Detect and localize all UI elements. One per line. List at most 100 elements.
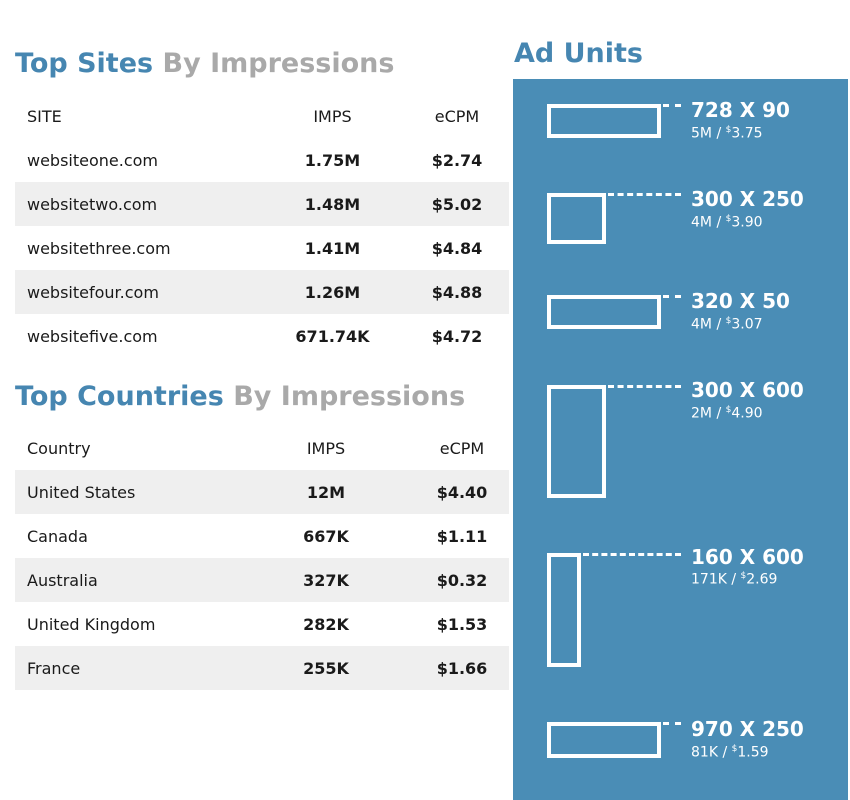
column-header-ecpm: eCPM (434, 106, 480, 126)
ad-unit-imps: 5M (691, 125, 712, 142)
ad-unit-imps: 2M (691, 405, 712, 422)
table-row: United Kingdom 282K $1.53 (15, 602, 509, 646)
site-name: websitetwo.com (15, 182, 260, 226)
column-header-ecpm: eCPM (439, 438, 485, 458)
ad-unit-leader-line (608, 385, 681, 388)
country-ecpm: $4.40 (415, 470, 509, 514)
top-sites-table: SITE IMPS eCPM websiteone.com 1.75M $2.7… (15, 94, 509, 358)
ad-units-panel: 728 X 90 5M / $3.75 300 X 250 4M / $3.90… (513, 79, 848, 800)
table-row: websitefive.com 671.74K $4.72 (15, 314, 509, 358)
ad-unit-300x250-shape (547, 193, 606, 244)
site-name: websitethree.com (27, 238, 171, 258)
country-imps: 255K (237, 646, 415, 690)
ad-unit-size: 160 X 600 (691, 545, 804, 569)
ad-unit-stats: 171K / $2.69 (691, 571, 778, 588)
country-imps: 282K (303, 614, 349, 634)
country-ecpm: $1.11 (436, 526, 488, 546)
ad-unit-stats: 4M / $3.90 (691, 214, 763, 231)
currency-symbol: $ (725, 125, 732, 135)
top-countries-title: Top Countries By Impressions (15, 381, 465, 413)
country-ecpm: $0.32 (415, 558, 509, 602)
ad-unit-ecpm: 2.69 (746, 571, 778, 588)
country-name: Canada (27, 526, 88, 546)
ad-unit-size: 728 X 90 (691, 98, 790, 122)
ad-unit-ecpm: 3.07 (731, 316, 763, 333)
table-row: United States 12M $4.40 (15, 470, 509, 514)
ad-unit-size: 320 X 50 (691, 289, 790, 313)
site-ecpm: $4.84 (431, 238, 483, 258)
ad-unit-imps: 171K (691, 571, 727, 588)
column-header-imps: IMPS (306, 438, 346, 458)
site-imps: 1.41M (304, 238, 361, 258)
ad-unit-ecpm: 3.75 (731, 125, 763, 142)
currency-symbol: $ (725, 316, 732, 326)
table-row: websitetwo.com 1.48M $5.02 (15, 182, 509, 226)
ad-unit-leader-line (608, 193, 681, 196)
ad-unit-imps: 4M (691, 214, 712, 231)
top-sites-title: Top Sites By Impressions (15, 48, 394, 80)
site-ecpm: $4.72 (431, 326, 483, 346)
ad-unit-320x50-shape (547, 295, 661, 329)
top-sites-title-sub: By Impressions (162, 48, 395, 79)
table-header-row: SITE IMPS eCPM (15, 94, 509, 138)
column-header-imps: IMPS (313, 106, 352, 126)
country-ecpm: $1.66 (415, 646, 509, 690)
ad-unit-imps: 4M (691, 316, 712, 333)
site-ecpm: $4.88 (405, 270, 509, 314)
country-imps: 667K (303, 526, 349, 546)
country-imps: 12M (237, 470, 415, 514)
currency-symbol: $ (725, 214, 732, 224)
ad-unit-imps: 81K (691, 744, 718, 761)
site-ecpm: $2.74 (431, 150, 483, 170)
ad-units-title: Ad Units (514, 38, 643, 70)
country-name: United States (15, 470, 237, 514)
table-row: websitefour.com 1.26M $4.88 (15, 270, 509, 314)
site-name: websiteone.com (27, 150, 159, 170)
table-header-row: Country IMPS eCPM (15, 426, 509, 470)
country-name: United Kingdom (27, 614, 156, 634)
ad-unit-ecpm: 1.59 (737, 744, 769, 761)
site-ecpm: $5.02 (405, 182, 509, 226)
ad-unit-leader-line (583, 553, 681, 556)
top-countries-title-main: Top Countries (15, 381, 224, 412)
ad-unit-size: 970 X 250 (691, 717, 804, 741)
ad-unit-300x600-shape (547, 385, 606, 498)
country-ecpm: $1.53 (436, 614, 488, 634)
currency-symbol: $ (725, 405, 732, 415)
ad-unit-size: 300 X 250 (691, 187, 804, 211)
column-header-country: Country (27, 438, 91, 458)
country-name: France (15, 646, 237, 690)
ad-unit-stats: 2M / $4.90 (691, 405, 763, 422)
ad-unit-leader-line (663, 104, 681, 107)
top-countries-table: Country IMPS eCPM United States 12M $4.4… (15, 426, 509, 690)
table-row: France 255K $1.66 (15, 646, 509, 690)
ad-unit-ecpm: 4.90 (731, 405, 763, 422)
ad-unit-stats: 81K / $1.59 (691, 744, 769, 761)
country-name: Australia (15, 558, 237, 602)
site-imps: 671.74K (295, 326, 370, 346)
table-row: websitethree.com 1.41M $4.84 (15, 226, 509, 270)
ad-unit-160x600-shape (547, 553, 581, 667)
country-imps: 327K (237, 558, 415, 602)
table-row: Australia 327K $0.32 (15, 558, 509, 602)
currency-symbol: $ (740, 571, 747, 581)
site-imps: 1.48M (260, 182, 405, 226)
site-name: websitefive.com (27, 326, 158, 346)
ad-unit-leader-line (663, 722, 681, 725)
ad-unit-stats: 4M / $3.07 (691, 316, 763, 333)
site-imps: 1.75M (304, 150, 361, 170)
currency-symbol: $ (731, 744, 738, 754)
ad-unit-size: 300 X 600 (691, 378, 804, 402)
top-countries-title-sub: By Impressions (233, 381, 466, 412)
ad-unit-728x90-shape (547, 104, 661, 138)
site-name: websitefour.com (15, 270, 260, 314)
top-sites-title-main: Top Sites (15, 48, 154, 79)
table-row: websiteone.com 1.75M $2.74 (15, 138, 509, 182)
ad-units-title-text: Ad Units (514, 38, 644, 69)
ad-unit-ecpm: 3.90 (731, 214, 763, 231)
table-row: Canada 667K $1.11 (15, 514, 509, 558)
ad-unit-970x250-shape (547, 722, 661, 758)
column-header-site: SITE (27, 106, 62, 126)
site-imps: 1.26M (260, 270, 405, 314)
ad-unit-stats: 5M / $3.75 (691, 125, 763, 142)
